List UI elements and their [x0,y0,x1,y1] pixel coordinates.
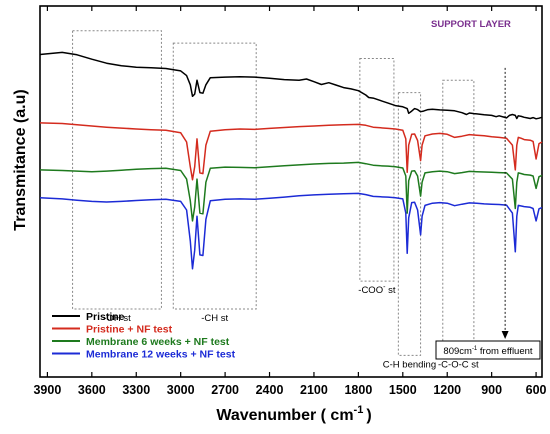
x-axis-ticks: 3900 3600 3300 3000 2700 2400 2100 1800 1500 1200… [33,6,547,397]
band-regions: -OH st -CH st -COO- st C-H bending -C-O-C st [72,30,479,370]
x-tick-label-5: 2400 [256,383,284,397]
x-tick-label-1: 3600 [78,383,106,397]
spectra-series [39,51,543,270]
band-label-2: -COO- st [358,284,396,296]
band-region-1 [172,42,257,310]
legend-label-3: Membrane 12 weeks + NF test [86,349,236,361]
band-label-3: C-H bending [383,359,436,370]
series-line-2 [39,161,543,222]
x-tick-label-7: 1800 [344,383,372,397]
series-line-1 [39,122,543,181]
series-line-3 [39,192,543,270]
x-tick-label-6: 2100 [300,383,328,397]
y-axis-title: Transmitance (a.u) [12,89,29,230]
band-region-0 [72,30,162,310]
effluent-annotation: 809cm-1 from effluent [435,67,541,360]
x-tick-label-11: 600 [526,383,547,397]
legend-label-1: Pristine + NF test [86,324,173,336]
x-tick-label-9: 1200 [433,383,461,397]
x-axis-title: Wavenumber ( cm-1) [216,404,371,424]
x-tick-label-2: 3300 [122,383,150,397]
band-label-0: -OH st [103,313,131,324]
band-region-3 [397,92,422,356]
plot-frame [39,5,543,378]
annotation-box [435,340,541,360]
annotation-arrowhead [501,331,509,339]
series-line-0 [39,51,543,120]
band-label-4: -C-O-C st [438,359,479,370]
band-label-1: -CH st [201,313,228,324]
x-tick-label-3: 3000 [167,383,195,397]
x-tick-label-0: 3900 [33,383,61,397]
band-region-4 [442,79,475,356]
annotation-label: 809cm-1 from effluent [443,346,532,357]
band-region-2 [359,58,395,282]
legend-label-0: Pristine [86,311,125,323]
x-tick-label-10: 900 [481,383,502,397]
legend-label-2: Membrane 6 weeks + NF test [86,336,230,348]
chart-title: SUPPORT LAYER [431,19,511,30]
x-tick-label-8: 1500 [389,383,417,397]
x-tick-label-4: 2700 [211,383,239,397]
